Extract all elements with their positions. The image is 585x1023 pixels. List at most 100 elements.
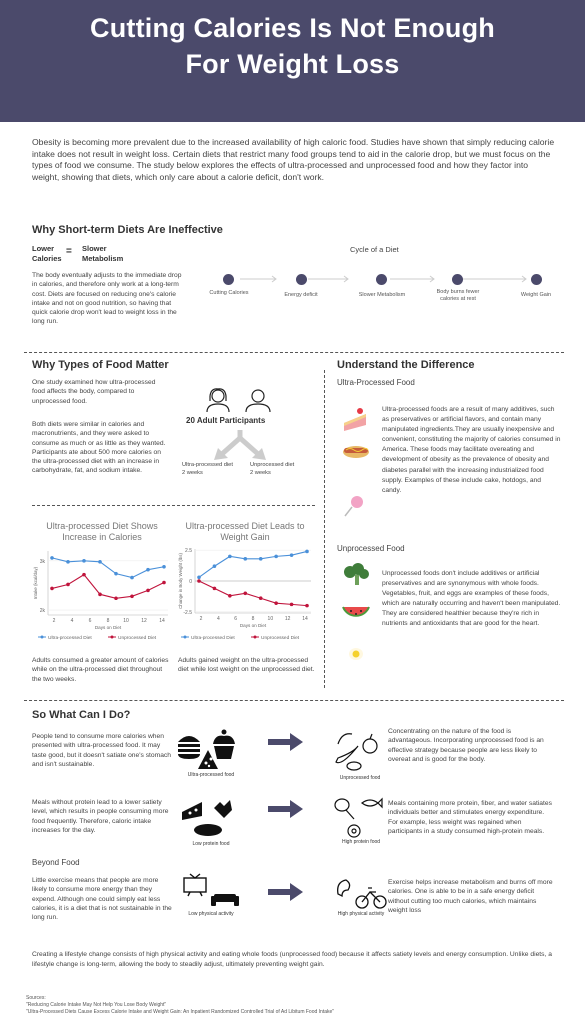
short-term-heading: Why Short-term Diets Are Ineffective [32,224,223,236]
protein-food-icon [334,797,383,838]
exercise-icon [337,879,387,909]
candy-icon [344,496,363,517]
low-protein-food-icon [182,800,232,836]
egg-icon [349,648,363,660]
data-point [82,559,86,563]
data-point [289,602,294,607]
participants-label: 20 Adult Participants [186,416,266,425]
row1-right-label: Unprocessed food [339,775,381,781]
cycle-node-4 [452,274,463,285]
row1-left-label: Ultra-processed food [187,772,235,778]
row3-left-text: Little exercise means that people are mo… [32,877,172,922]
cycle-node-1 [223,274,234,285]
chart1-caption: Adults consumed a greater amount of calo… [32,657,169,683]
data-point [114,571,118,576]
types-p1: One study examined how ultra-processed f… [32,379,156,405]
y-tick-label: 2k [40,608,46,614]
y-axis-label: Intake (kcal/day) [33,566,38,599]
header-banner [0,0,585,122]
data-point [212,564,217,569]
vertical-divider [324,370,325,688]
types-heading: Why Types of Food Matter [32,359,169,371]
equation-left: Lower Calories [32,244,62,263]
data-point [243,591,248,596]
y-tick-label: 3k [40,559,46,565]
data-point [114,596,118,601]
cycle-label-1: Cutting Calories [209,290,249,296]
x-tick-label: 2 [200,616,203,622]
fruits-icon [335,733,378,771]
broccoli-icon [344,563,369,585]
row2-right-label: High protein food [341,839,381,845]
y-tick-label: 0 [189,579,192,585]
cycle-label-5: Weight Gain [520,292,552,298]
data-point [258,557,263,561]
data-point [146,588,150,593]
ultra-heading: Ultra-Processed Food [337,378,415,387]
legend-marker [183,635,187,639]
data-point [50,556,54,560]
ultra-food-icons [343,408,369,517]
row2-arrow-icon [268,800,303,818]
data-point [146,567,150,572]
legend-label: Unprocessed Diet [118,635,157,641]
data-point [66,560,70,564]
legend-label: Ultra-processed Diet [191,635,235,641]
data-point [162,580,166,585]
section-divider-1 [24,352,564,353]
chart2-title: Ultra-processed Diet Leads to Weight Gai… [185,521,305,542]
hotdog-icon [343,446,369,458]
x-tick-label: 8 [252,616,255,622]
watermelon-icon [342,606,370,617]
data-point [228,593,232,598]
what-can-heading: So What Can I Do? [32,709,131,721]
chart2-caption: Adults gained weight on the ultra-proces… [178,657,315,674]
data-point [130,594,134,599]
legend-marker [253,635,257,639]
series-line [198,550,308,578]
y-tick-label: -2.5 [183,610,192,616]
source-2: "Ultra-Processed Diets Cause Excess Calo… [26,1009,335,1015]
x-tick-label: 8 [107,618,110,624]
section-divider-3 [24,700,564,701]
row1-right-text: Concentrating on the nature of the food … [388,728,544,763]
cycle-label-4: Body burns fewer calories at rest [436,289,480,302]
row3-left-label: Low physical activity [188,911,234,917]
series-line [51,573,165,599]
series-line [198,580,308,607]
unprocessed-food-icons [342,563,370,660]
data-point [305,603,309,608]
difference-heading: Understand the Difference [337,359,475,371]
cycle-label-2: Energy deficit [284,292,318,298]
weight-chart: 2.5 0 -2.5 2 4 6 8 10 12 14 Days on Diet Change in … [178,548,311,641]
data-point [243,557,248,561]
x-tick-label: 12 [285,616,291,622]
beyond-food-heading: Beyond Food [32,858,80,867]
types-p2: Both diets were similar in calories and … [32,421,166,475]
split-arrow-icon [214,430,266,460]
equation-right: Slower Metabolism [82,244,124,263]
data-point [289,553,294,557]
cycle-node-5 [531,274,542,285]
x-tick-label: 2 [53,618,56,624]
source-1: "Reducing Calorie Intake May Not Help Yo… [26,1002,167,1008]
data-point [274,554,278,559]
ultra-body: Ultra-processed foods are a result of ma… [382,406,561,494]
unprocessed-heading: Unprocessed Food [337,544,405,553]
data-point [50,586,54,591]
row2-left-label: Low protein food [192,841,230,847]
data-point [228,554,232,559]
tv-couch-icon [183,873,239,906]
equation-sign: = [66,246,72,257]
data-point [212,586,217,591]
data-point [66,582,70,587]
row1-arrow-icon [268,733,303,751]
x-tick-label: 14 [302,616,308,622]
page-title: Cutting Calories Is Not Enough For Weigh… [90,13,495,79]
cycle-node-2 [296,274,307,285]
data-point [274,601,278,605]
data-point [305,549,309,554]
cycle-node-3 [376,274,387,285]
series-line [51,557,165,579]
y-tick-label: 2.5 [185,548,192,554]
